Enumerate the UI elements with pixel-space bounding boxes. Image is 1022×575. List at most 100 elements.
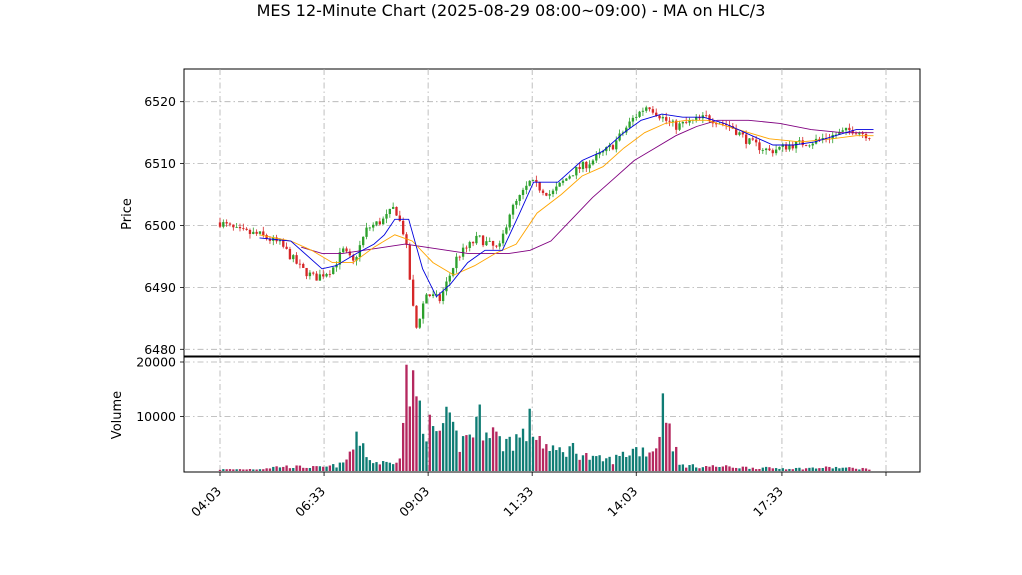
volume-bar: [555, 450, 558, 471]
volume-bar: [861, 467, 864, 471]
candle-body: [798, 140, 801, 142]
candle-body: [295, 255, 298, 264]
volume-bar: [655, 448, 658, 471]
volume-bar: [798, 467, 801, 471]
volume-bar: [398, 458, 401, 471]
candle-body: [708, 115, 711, 121]
volume-bar: [731, 467, 734, 471]
candle-body: [292, 255, 295, 260]
candle-body: [734, 128, 738, 135]
volume-bar: [312, 466, 315, 471]
candle-body: [778, 146, 781, 150]
volume-bar: [551, 445, 555, 471]
volume-bar: [528, 408, 531, 471]
candle-body: [325, 273, 328, 277]
candle-body: [401, 220, 405, 235]
volume-bar: [388, 462, 391, 471]
candle-body: [595, 154, 598, 161]
volume-bar: [734, 467, 738, 471]
price-plot-frame: [183, 68, 921, 357]
volume-bar: [342, 462, 345, 471]
candle-body: [488, 240, 491, 242]
candle-body: [561, 180, 565, 183]
volume-bar: [818, 468, 821, 471]
time-tick-label: 11:33: [500, 484, 536, 520]
volume-bar: [631, 448, 635, 471]
candle-body: [678, 123, 681, 130]
volume-bar: [615, 454, 618, 471]
candle-body: [258, 231, 262, 234]
candle-body: [471, 242, 475, 244]
candle-body: [242, 228, 245, 230]
volume-bar: [558, 447, 561, 471]
volume-bar: [585, 453, 588, 471]
ma-mid-line: [259, 119, 874, 276]
price-tick-label: 6500: [144, 218, 176, 233]
candle-body: [715, 123, 718, 125]
volume-bar: [288, 468, 292, 471]
volume-bar: [245, 469, 248, 471]
volume-bar: [418, 400, 421, 471]
candle-body: [838, 131, 841, 135]
time-axis-ticks: 04:03 06:33 09:03 11:33 14:03 17:33: [188, 472, 887, 520]
volume-bar: [635, 447, 638, 471]
candle-body: [348, 251, 352, 256]
volume-bar: [481, 440, 485, 471]
candle-body: [395, 206, 398, 216]
volume-bar: [834, 466, 838, 471]
volume-bar: [598, 455, 601, 471]
volume-bar: [222, 469, 225, 471]
volume-bar: [611, 464, 615, 471]
candle-body: [851, 130, 854, 134]
candle-body: [754, 139, 758, 143]
volume-bar: [448, 412, 451, 471]
candle-body: [232, 224, 235, 228]
volume-bar: [778, 468, 781, 471]
volume-bar: [468, 434, 471, 471]
volume-bar: [648, 452, 651, 471]
candle-body: [282, 240, 285, 247]
candle-body: [415, 305, 418, 328]
volume-bar: [441, 423, 445, 471]
candle-body: [485, 241, 488, 246]
candle-body: [428, 294, 431, 297]
candle-body: [818, 138, 821, 140]
volume-bar: [438, 430, 441, 471]
volume-bar: [568, 446, 571, 471]
volume-bar: [531, 436, 535, 471]
volume-bar: [475, 416, 478, 471]
volume-bar: [718, 467, 721, 471]
candle-body: [571, 175, 575, 177]
volume-bar: [811, 467, 814, 471]
volume-bar: [801, 469, 804, 471]
volume-bar: [408, 406, 411, 471]
candle-body: [378, 221, 382, 225]
candle-body: [345, 248, 348, 252]
volume-bar: [272, 466, 275, 471]
volume-bar: [538, 435, 541, 471]
volume-bar: [868, 469, 871, 471]
candle-body: [308, 272, 312, 277]
time-tick-label: 14:03: [604, 484, 640, 520]
volume-axis-label: Volume: [110, 391, 125, 439]
candle-body: [705, 115, 708, 117]
candle-body: [385, 214, 388, 219]
candle-body: [681, 121, 685, 124]
volume-bar: [794, 467, 798, 471]
volume-bar: [595, 456, 598, 471]
candle-body: [848, 127, 851, 131]
candle-body: [475, 235, 478, 244]
volume-bar: [851, 467, 854, 471]
volume-bar: [541, 448, 545, 471]
candle-body: [418, 318, 421, 328]
volume-bar: [255, 469, 258, 471]
volume-bar: [821, 468, 824, 471]
candle-body: [648, 107, 651, 110]
volume-bar: [651, 451, 655, 471]
volume-bar: [854, 468, 858, 471]
candle-body: [675, 120, 678, 130]
candle-body: [388, 208, 391, 215]
volume-bar: [352, 449, 355, 471]
candle-body: [448, 275, 451, 282]
